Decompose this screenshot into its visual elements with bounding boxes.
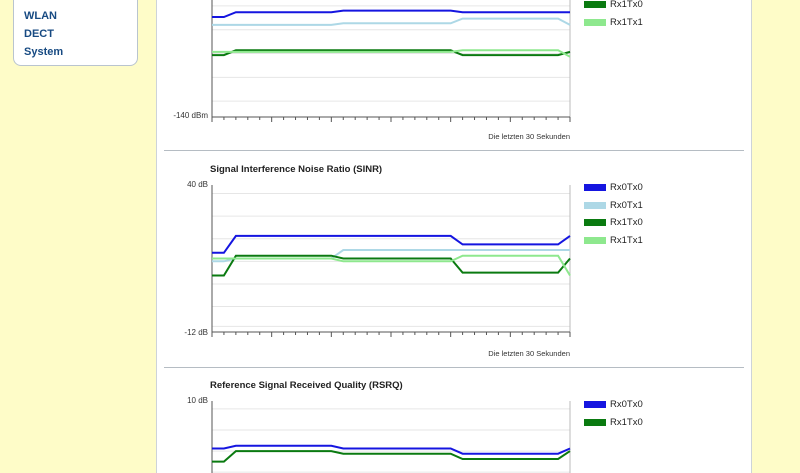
series-line-rx0tx0 (212, 444, 571, 455)
series-line-rx1tx0 (212, 49, 571, 57)
legend-item: Rx1Tx0 (584, 414, 643, 432)
series-line-rx1tx0 (212, 450, 571, 463)
legend-swatch-rx1tx1 (584, 18, 606, 26)
legend-item: Rx0Tx0 (584, 179, 643, 197)
legend-item: Rx1Tx0 (584, 214, 643, 232)
panel-divider (164, 150, 744, 151)
sidebar-item-dect[interactable]: DECT (24, 28, 54, 40)
series-line-rx0tx0 (212, 234, 571, 254)
legend-swatch-rx1tx0 (584, 418, 606, 426)
legend-swatch-rx0tx0 (584, 184, 606, 192)
legend-swatch-rx0tx1 (584, 201, 606, 209)
rsrq-chart (211, 401, 571, 473)
legend-swatch-rx1tx1 (584, 236, 606, 244)
rsrp-x-caption: Die letzten 30 Sekunden (488, 132, 570, 141)
sinr-legend: Rx0Tx0 Rx0Tx1 Rx1Tx0 Rx1Tx1 (584, 179, 643, 249)
legend-swatch-rx0tx0 (584, 401, 606, 409)
sidebar-item-wlan[interactable]: WLAN (24, 10, 57, 22)
rsrq-title: Reference Signal Received Quality (RSRQ) (210, 380, 403, 391)
legend-label-rx0tx1: Rx0Tx1 (610, 199, 643, 211)
rsrp-legend: Rx1Tx0 Rx1Tx1 (584, 0, 643, 31)
sidebar-item-system[interactable]: System (24, 46, 64, 58)
legend-label-rx1tx1: Rx1Tx1 (610, 16, 643, 28)
rsrp-y-min-label: -140 dBm (173, 111, 208, 120)
series-line-rx1tx1 (212, 254, 571, 277)
legend-item: Rx1Tx1 (584, 14, 643, 32)
rsrq-y-max-label: 10 dB (187, 396, 208, 405)
legend-label-rx1tx1: Rx1Tx1 (610, 234, 643, 246)
legend-label-rx1tx0: Rx1Tx0 (610, 0, 643, 11)
rsrq-panel: Reference Signal Received Quality (RSRQ)… (157, 367, 751, 473)
sinr-y-min-label: -12 dB (184, 328, 208, 337)
series-line-series-1 (212, 17, 571, 26)
legend-item: Rx1Tx1 (584, 232, 643, 250)
legend-label-rx1tx0: Rx1Tx0 (610, 217, 643, 229)
legend-item: Rx0Tx1 (584, 197, 643, 215)
legend-swatch-rx1tx0 (584, 1, 606, 9)
panel-divider (164, 367, 744, 368)
legend-label-rx0tx0: Rx0Tx0 (610, 182, 643, 194)
sinr-chart (211, 185, 571, 337)
legend-label-rx1tx0: Rx1Tx0 (610, 416, 643, 428)
sinr-panel: Signal Interference Noise Ratio (SINR) 4… (157, 150, 751, 367)
rsrp-chart (211, 0, 571, 122)
sinr-title: Signal Interference Noise Ratio (SINR) (210, 164, 383, 175)
series-line-series-0 (212, 9, 570, 18)
series-line-rx1tx0 (212, 254, 571, 277)
rsrq-legend: Rx0Tx0 Rx1Tx0 (584, 396, 643, 431)
legend-item: Rx0Tx0 (584, 396, 643, 414)
legend-swatch-rx1tx0 (584, 219, 606, 227)
sinr-y-max-label: 40 dB (187, 180, 208, 189)
legend-item: Rx1Tx0 (584, 0, 643, 14)
sidebar-nav: WLAN DECT System (13, 0, 138, 66)
series-line-rx1tx1 (212, 49, 571, 58)
legend-label-rx0tx0: Rx0Tx0 (610, 399, 643, 411)
rsrp-panel: -140 dBm Die letzten 30 Sekunden Rx1Tx0 … (157, 0, 751, 150)
sinr-x-caption: Die letzten 30 Sekunden (488, 349, 570, 358)
main-content: -140 dBm Die letzten 30 Sekunden Rx1Tx0 … (156, 0, 752, 473)
